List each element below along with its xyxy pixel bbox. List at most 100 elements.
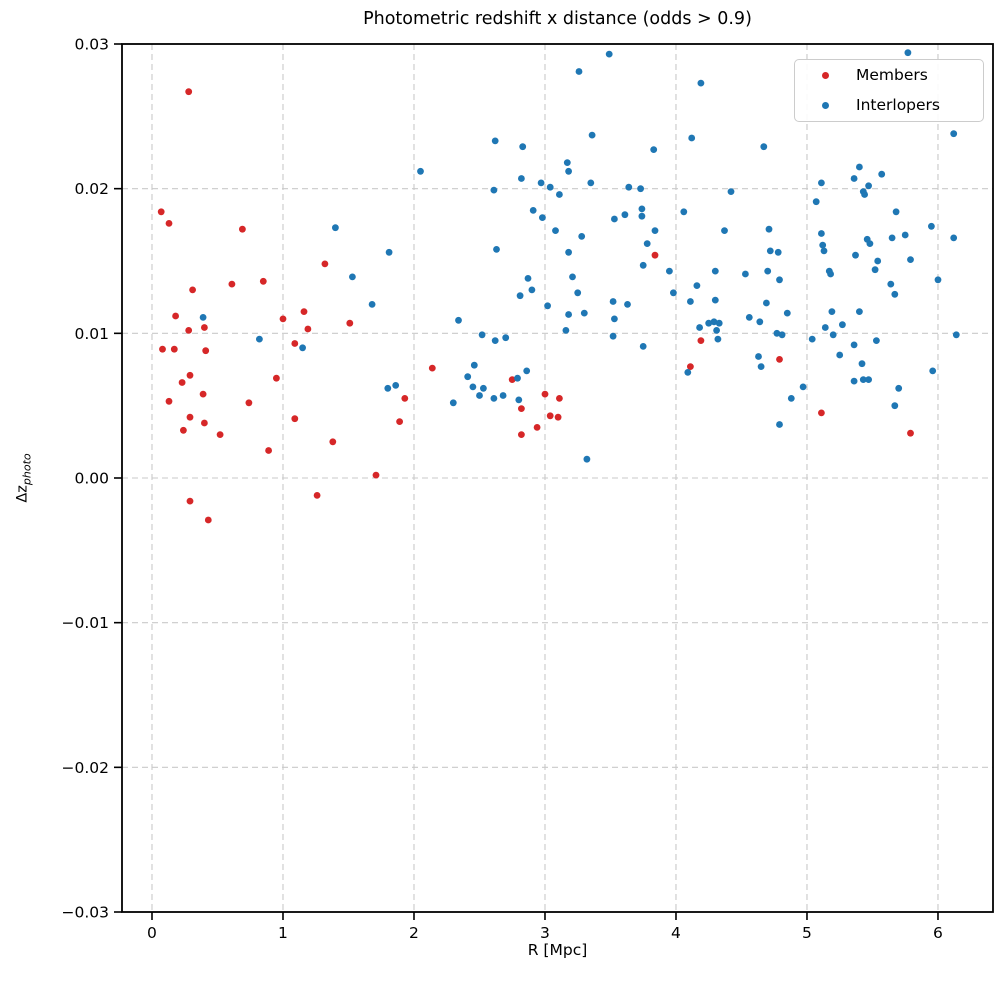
data-point — [493, 246, 500, 253]
data-point — [478, 331, 486, 339]
data-point — [878, 170, 886, 178]
data-point — [228, 280, 236, 288]
data-point — [518, 431, 525, 438]
data-point — [202, 347, 210, 355]
data-point — [783, 309, 791, 317]
data-point — [904, 49, 912, 57]
data-point — [186, 413, 194, 421]
data-point — [300, 308, 308, 315]
data-point — [180, 426, 187, 434]
data-point — [852, 251, 859, 259]
data-point — [950, 234, 958, 242]
legend-label-interlopers: Interlopers — [856, 95, 940, 114]
y-tick-label: 0.02 — [74, 180, 109, 198]
data-point — [705, 319, 713, 327]
data-point — [625, 183, 633, 191]
data-point — [469, 383, 477, 391]
data-point — [639, 261, 647, 269]
data-point — [384, 384, 392, 392]
data-point — [687, 298, 694, 305]
data-point — [159, 345, 166, 353]
data-point — [518, 175, 525, 182]
data-point — [827, 270, 834, 278]
data-point — [204, 516, 212, 524]
data-point — [245, 399, 253, 407]
data-point — [727, 188, 735, 196]
data-point — [304, 325, 312, 333]
data-point — [624, 301, 631, 308]
data-point — [529, 207, 537, 214]
data-point — [715, 319, 723, 327]
data-point — [291, 415, 299, 423]
legend: Members Interlopers — [794, 59, 984, 122]
data-point — [818, 409, 825, 417]
data-point — [637, 185, 644, 193]
data-point — [291, 340, 299, 347]
data-point — [611, 215, 618, 223]
data-point — [680, 208, 688, 216]
data-point — [865, 376, 872, 383]
data-point — [829, 331, 837, 339]
data-point — [239, 225, 246, 233]
data-point — [929, 367, 937, 375]
data-point — [950, 130, 958, 138]
data-point — [907, 256, 914, 263]
data-point — [556, 191, 563, 198]
data-point — [417, 167, 424, 175]
data-point — [812, 198, 820, 206]
data-point — [776, 356, 783, 363]
data-point — [490, 395, 498, 402]
data-point — [189, 286, 197, 294]
legend-entry-interlopers: Interlopers — [795, 94, 983, 118]
data-point — [565, 311, 572, 318]
data-point — [329, 438, 337, 446]
data-point — [273, 374, 280, 382]
data-point — [524, 275, 532, 282]
data-point — [516, 292, 524, 300]
data-point — [850, 341, 858, 349]
data-point — [891, 290, 899, 298]
data-point — [684, 369, 692, 376]
x-tick-label: 2 — [409, 924, 419, 942]
data-point — [696, 324, 703, 331]
data-point — [346, 319, 354, 327]
data-point — [836, 351, 844, 359]
data-point — [871, 266, 879, 274]
data-point — [185, 327, 193, 334]
data-point — [763, 299, 770, 307]
data-point — [697, 337, 705, 344]
data-point — [839, 321, 846, 329]
data-point — [588, 131, 596, 139]
y-tick-label: 0.01 — [74, 325, 109, 343]
data-point — [901, 231, 909, 239]
data-point — [256, 335, 263, 343]
data-point — [464, 373, 472, 381]
data-point — [721, 227, 728, 235]
data-point — [533, 424, 541, 431]
data-point — [874, 257, 882, 265]
gridlines — [122, 43, 993, 913]
interlopers-points — [199, 49, 960, 463]
y-tick-label: 0.00 — [74, 470, 109, 488]
data-point — [185, 88, 193, 96]
data-point — [519, 143, 527, 151]
data-point — [563, 159, 571, 167]
data-point — [892, 208, 900, 216]
data-point — [546, 412, 554, 420]
data-point — [821, 324, 829, 331]
data-point — [541, 390, 549, 398]
data-point — [764, 267, 772, 275]
data-point — [537, 179, 545, 187]
data-point — [850, 175, 858, 182]
x-tick-label: 4 — [671, 924, 681, 942]
data-point — [757, 363, 765, 370]
members-marker-icon — [822, 72, 829, 80]
data-point — [514, 374, 521, 382]
data-point — [401, 395, 409, 402]
data-point — [907, 429, 914, 437]
data-point — [760, 143, 768, 151]
data-point — [778, 331, 786, 339]
data-point — [508, 376, 516, 383]
data-point — [565, 248, 572, 256]
